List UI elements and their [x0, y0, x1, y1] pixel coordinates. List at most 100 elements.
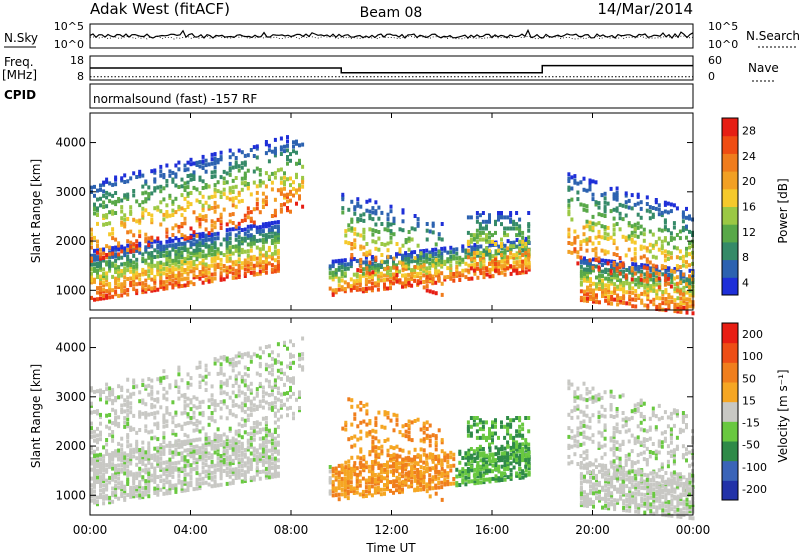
range-gate-cell	[165, 203, 169, 208]
range-gate-cell	[270, 227, 274, 232]
range-gate-cell	[156, 483, 160, 488]
range-gate-cell	[685, 290, 689, 295]
range-gate-cell	[270, 229, 274, 234]
range-gate-cell	[367, 475, 371, 480]
range-gate-cell	[192, 170, 196, 175]
range-gate-cell	[243, 461, 247, 466]
range-gate-cell	[207, 422, 211, 427]
range-gate-cell	[198, 457, 202, 462]
range-gate-cell	[485, 272, 489, 277]
range-gate-cell	[120, 480, 124, 485]
range-gate-cell	[301, 142, 305, 147]
range-gate-cell	[446, 266, 450, 271]
range-gate-cell	[243, 470, 247, 475]
range-gate-cell	[144, 492, 148, 497]
range-gate-cell	[141, 495, 145, 500]
range-gate-cell	[129, 494, 133, 499]
range-gate-cell	[276, 224, 280, 229]
range-gate-cell	[607, 283, 611, 288]
range-gate-cell	[249, 431, 253, 436]
range-gate-cell	[156, 486, 160, 491]
range-gate-cell	[401, 263, 405, 268]
range-gate-cell	[96, 433, 99, 438]
range-gate-cell	[198, 483, 202, 488]
colorbar-swatch	[722, 135, 738, 154]
range-gate-cell	[481, 259, 485, 264]
range-gate-cell	[222, 458, 226, 462]
range-gate-cell	[283, 149, 286, 154]
range-gate-cell	[340, 470, 344, 475]
range-gate-cell	[117, 467, 121, 472]
range-gate-cell	[111, 453, 115, 458]
range-gate-cell	[270, 267, 274, 272]
range-gate-cell	[395, 242, 399, 246]
range-gate-cell	[276, 368, 280, 373]
range-gate-cell	[443, 469, 447, 474]
range-gate-cell	[601, 287, 604, 292]
range-gate-cell	[243, 472, 247, 477]
range-gate-cell	[90, 410, 93, 415]
range-gate-cell	[283, 180, 286, 185]
range-gate-cell	[147, 287, 151, 291]
range-gate-cell	[213, 258, 217, 263]
range-gate-cell	[466, 255, 470, 260]
range-gate-cell	[144, 411, 148, 416]
range-gate-cell	[201, 240, 205, 245]
range-gate-cell	[192, 410, 196, 415]
range-gate-cell	[289, 366, 292, 370]
range-gate-cell	[616, 295, 620, 300]
range-gate-cell	[478, 237, 482, 242]
range-gate-cell	[246, 269, 250, 274]
range-gate-cell	[102, 496, 106, 501]
range-gate-cell	[90, 280, 93, 285]
range-gate-cell	[368, 214, 372, 218]
range-gate-cell	[252, 266, 256, 270]
range-gate-cell	[117, 485, 121, 490]
range-gate-cell	[90, 430, 93, 435]
range-gate-cell	[123, 266, 127, 271]
range-gate-cell	[108, 390, 112, 395]
range-gate-cell	[228, 267, 232, 272]
range-gate-cell	[503, 230, 507, 235]
range-gate-cell	[607, 279, 611, 284]
range-gate-cell	[621, 234, 625, 239]
range-gate-cell	[359, 269, 363, 273]
range-gate-cell	[452, 481, 456, 486]
power-cells	[90, 135, 695, 316]
range-gate-cell	[607, 290, 611, 295]
range-gate-cell	[488, 448, 492, 453]
range-gate-cell	[114, 258, 118, 263]
range-gate-cell	[96, 213, 99, 217]
range-gate-cell	[346, 496, 350, 501]
range-gate-cell	[634, 293, 638, 298]
range-gate-cell	[231, 449, 235, 454]
range-gate-cell	[353, 227, 357, 232]
range-gate-cell	[264, 224, 268, 229]
range-gate-cell	[273, 467, 277, 472]
range-gate-cell	[603, 207, 607, 212]
range-gate-cell	[270, 350, 274, 355]
range-gate-cell	[273, 380, 277, 385]
range-gate-cell	[252, 145, 256, 150]
range-gate-cell	[207, 244, 211, 249]
range-gate-cell	[186, 441, 190, 446]
range-gate-cell	[604, 258, 608, 263]
range-gate-cell	[159, 465, 163, 470]
range-gate-cell	[503, 215, 507, 220]
range-gate-cell	[177, 367, 181, 372]
range-gate-cell	[270, 187, 274, 192]
range-gate-cell	[386, 265, 390, 270]
range-gate-cell	[389, 222, 393, 227]
range-gate-cell	[500, 222, 503, 227]
range-gate-cell	[108, 393, 112, 397]
range-gate-cell	[583, 291, 586, 296]
range-gate-cell	[258, 258, 262, 263]
range-gate-cell	[688, 241, 691, 245]
range-gate-cell	[195, 396, 199, 401]
range-gate-cell	[273, 396, 277, 401]
range-gate-cell	[147, 275, 151, 280]
range-gate-cell	[222, 381, 226, 386]
range-gate-cell	[90, 483, 93, 488]
range-gate-cell	[681, 228, 685, 233]
range-gate-cell	[243, 403, 247, 408]
